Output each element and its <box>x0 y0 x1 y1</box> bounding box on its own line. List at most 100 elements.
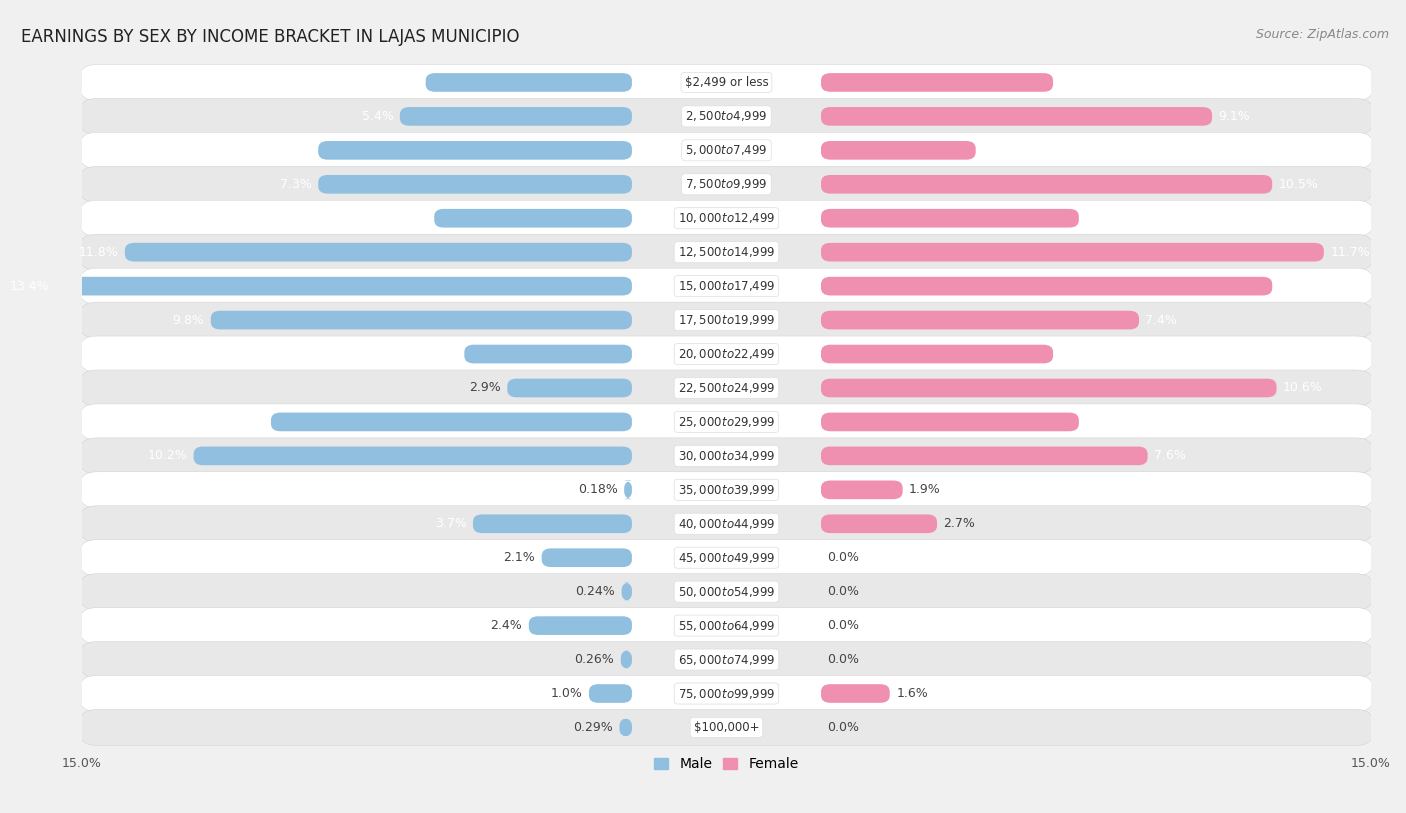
Text: $2,499 or less: $2,499 or less <box>685 76 768 89</box>
FancyBboxPatch shape <box>821 209 1078 228</box>
Text: 0.0%: 0.0% <box>828 585 859 598</box>
Text: 0.26%: 0.26% <box>575 653 614 666</box>
Text: 6.0%: 6.0% <box>1085 415 1118 428</box>
Text: $17,500 to $19,999: $17,500 to $19,999 <box>678 313 775 327</box>
FancyBboxPatch shape <box>821 515 936 533</box>
Text: 7.6%: 7.6% <box>1154 450 1185 463</box>
FancyBboxPatch shape <box>621 582 631 601</box>
FancyBboxPatch shape <box>821 345 1053 363</box>
FancyBboxPatch shape <box>80 574 1374 610</box>
FancyBboxPatch shape <box>80 676 1374 711</box>
FancyBboxPatch shape <box>80 200 1374 237</box>
Text: $40,000 to $44,999: $40,000 to $44,999 <box>678 517 775 531</box>
Text: 2.4%: 2.4% <box>491 620 523 633</box>
Text: $45,000 to $49,999: $45,000 to $49,999 <box>678 550 775 565</box>
FancyBboxPatch shape <box>80 438 1374 474</box>
FancyBboxPatch shape <box>80 404 1374 440</box>
FancyBboxPatch shape <box>211 311 631 329</box>
FancyBboxPatch shape <box>80 133 1374 168</box>
Text: 11.8%: 11.8% <box>79 246 118 259</box>
Text: 4.8%: 4.8% <box>387 76 419 89</box>
Text: 5.4%: 5.4% <box>361 110 394 123</box>
Text: 0.0%: 0.0% <box>828 620 859 633</box>
Text: 2.9%: 2.9% <box>470 381 501 394</box>
FancyBboxPatch shape <box>821 379 1277 398</box>
Text: $12,500 to $14,999: $12,500 to $14,999 <box>678 246 775 259</box>
Text: 1.9%: 1.9% <box>910 483 941 496</box>
Text: Source: ZipAtlas.com: Source: ZipAtlas.com <box>1256 28 1389 41</box>
FancyBboxPatch shape <box>821 311 1139 329</box>
FancyBboxPatch shape <box>472 515 631 533</box>
FancyBboxPatch shape <box>821 685 890 703</box>
Text: 7.3%: 7.3% <box>280 178 312 191</box>
Text: 3.6%: 3.6% <box>983 144 1014 157</box>
FancyBboxPatch shape <box>821 276 1272 295</box>
Text: $75,000 to $99,999: $75,000 to $99,999 <box>678 686 775 701</box>
Text: $100,000+: $100,000+ <box>693 721 759 734</box>
Text: 4.6%: 4.6% <box>396 211 427 224</box>
FancyBboxPatch shape <box>529 616 631 635</box>
Text: $55,000 to $64,999: $55,000 to $64,999 <box>678 619 775 633</box>
Text: 5.4%: 5.4% <box>1060 347 1091 360</box>
Text: 1.0%: 1.0% <box>551 687 582 700</box>
Text: $25,000 to $29,999: $25,000 to $29,999 <box>678 415 775 429</box>
FancyBboxPatch shape <box>620 718 631 737</box>
Text: $15,000 to $17,499: $15,000 to $17,499 <box>678 279 775 293</box>
FancyBboxPatch shape <box>821 175 1272 193</box>
FancyBboxPatch shape <box>399 107 631 126</box>
FancyBboxPatch shape <box>271 412 631 431</box>
FancyBboxPatch shape <box>80 641 1374 677</box>
Text: 0.24%: 0.24% <box>575 585 616 598</box>
FancyBboxPatch shape <box>80 64 1374 101</box>
Text: 6.0%: 6.0% <box>1085 211 1118 224</box>
Text: 7.3%: 7.3% <box>280 144 312 157</box>
Text: 10.5%: 10.5% <box>1278 178 1319 191</box>
FancyBboxPatch shape <box>80 234 1374 270</box>
FancyBboxPatch shape <box>80 336 1374 372</box>
Legend: Male, Female: Male, Female <box>648 751 804 776</box>
Text: 7.4%: 7.4% <box>1146 314 1177 327</box>
Text: $30,000 to $34,999: $30,000 to $34,999 <box>678 449 775 463</box>
Text: 9.1%: 9.1% <box>1219 110 1250 123</box>
FancyBboxPatch shape <box>80 472 1374 508</box>
FancyBboxPatch shape <box>821 107 1212 126</box>
FancyBboxPatch shape <box>821 243 1324 262</box>
Text: 2.7%: 2.7% <box>943 517 976 530</box>
FancyBboxPatch shape <box>541 549 631 567</box>
FancyBboxPatch shape <box>508 379 631 398</box>
FancyBboxPatch shape <box>80 710 1374 746</box>
FancyBboxPatch shape <box>318 141 631 159</box>
FancyBboxPatch shape <box>80 540 1374 576</box>
Text: 11.7%: 11.7% <box>1330 246 1369 259</box>
Text: 3.7%: 3.7% <box>434 517 467 530</box>
Text: $50,000 to $54,999: $50,000 to $54,999 <box>678 585 775 598</box>
FancyBboxPatch shape <box>194 446 631 465</box>
FancyBboxPatch shape <box>125 243 631 262</box>
FancyBboxPatch shape <box>589 685 631 703</box>
FancyBboxPatch shape <box>821 446 1147 465</box>
Text: $22,500 to $24,999: $22,500 to $24,999 <box>678 381 775 395</box>
FancyBboxPatch shape <box>821 412 1078 431</box>
Text: 5.4%: 5.4% <box>1060 76 1091 89</box>
Text: 1.6%: 1.6% <box>896 687 928 700</box>
FancyBboxPatch shape <box>464 345 631 363</box>
FancyBboxPatch shape <box>80 302 1374 338</box>
FancyBboxPatch shape <box>821 141 976 159</box>
Text: 0.0%: 0.0% <box>828 721 859 734</box>
FancyBboxPatch shape <box>80 506 1374 541</box>
Text: $10,000 to $12,499: $10,000 to $12,499 <box>678 211 775 225</box>
Text: 0.0%: 0.0% <box>828 551 859 564</box>
Text: 3.9%: 3.9% <box>426 347 458 360</box>
FancyBboxPatch shape <box>426 73 631 92</box>
Text: 0.29%: 0.29% <box>574 721 613 734</box>
FancyBboxPatch shape <box>80 167 1374 202</box>
Text: 10.2%: 10.2% <box>148 450 187 463</box>
FancyBboxPatch shape <box>318 175 631 193</box>
Text: 10.5%: 10.5% <box>1278 280 1319 293</box>
FancyBboxPatch shape <box>80 98 1374 134</box>
Text: 0.0%: 0.0% <box>828 653 859 666</box>
Text: 9.8%: 9.8% <box>173 314 204 327</box>
FancyBboxPatch shape <box>434 209 631 228</box>
Text: $35,000 to $39,999: $35,000 to $39,999 <box>678 483 775 497</box>
FancyBboxPatch shape <box>56 276 631 295</box>
